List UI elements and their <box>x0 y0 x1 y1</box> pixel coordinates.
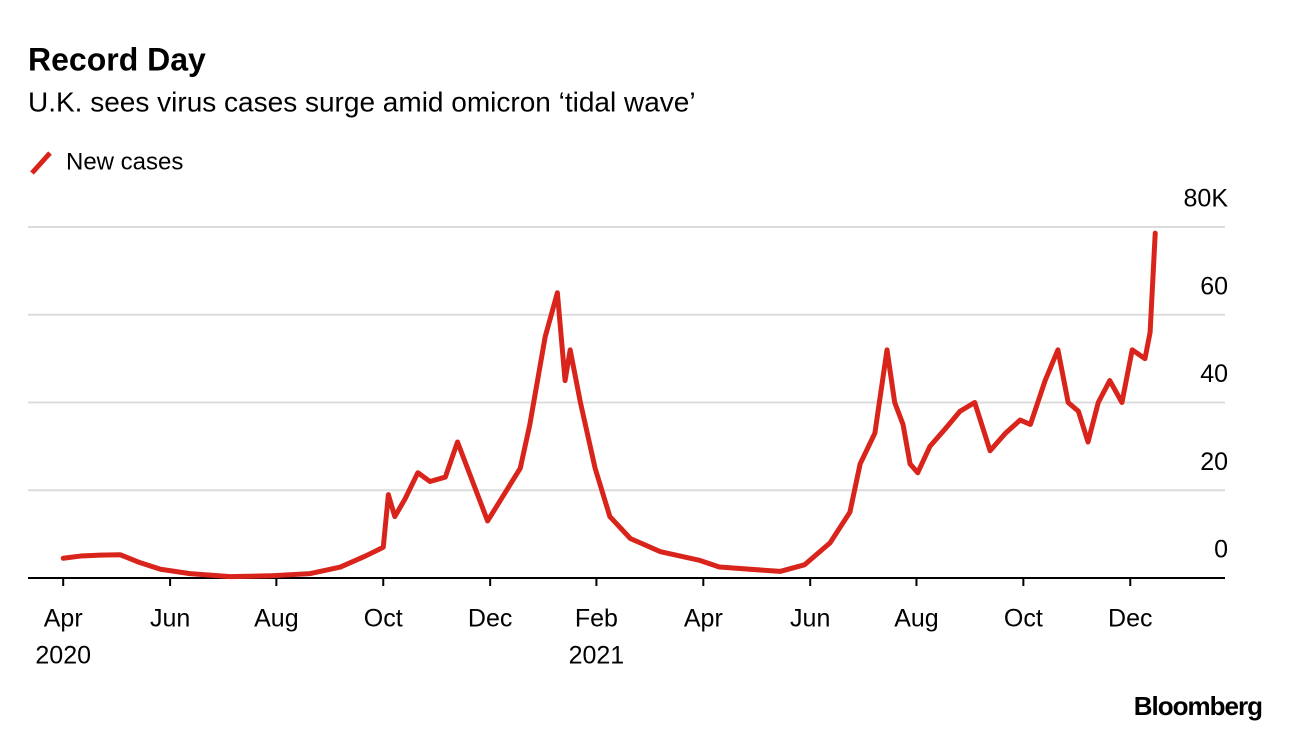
x-tick-label: Dec <box>1108 605 1152 633</box>
x-tick-label: Dec <box>468 605 512 633</box>
x-tick-year: 2021 <box>569 642 625 670</box>
x-tick-label: Feb <box>575 605 618 633</box>
y-tick-label: 40 <box>1200 360 1228 388</box>
chart-subtitle: U.K. sees virus cases surge amid omicron… <box>28 86 696 117</box>
x-tick-label: Oct <box>364 605 403 633</box>
x-tick-label: Oct <box>1004 605 1043 633</box>
x-tick-year: 2020 <box>35 642 91 670</box>
x-tick-label: Apr <box>44 605 83 633</box>
source-logo: Bloomberg <box>1134 691 1262 721</box>
y-tick-label: 60 <box>1200 272 1228 300</box>
x-tick-label: Aug <box>254 605 298 633</box>
x-tick-label: Aug <box>894 605 938 633</box>
data-line <box>60 230 1158 580</box>
chart-title: Record Day <box>28 41 206 77</box>
y-tick-label: 20 <box>1200 448 1228 476</box>
x-tick-label: Apr <box>684 605 723 633</box>
y-tick-label: 80K <box>1184 185 1229 213</box>
y-tick-label: 0 <box>1214 536 1228 564</box>
legend-label: New cases <box>66 148 183 175</box>
x-tick-label: Jun <box>790 605 830 633</box>
legend-swatch <box>30 151 52 175</box>
x-tick-label: Jun <box>150 605 190 633</box>
